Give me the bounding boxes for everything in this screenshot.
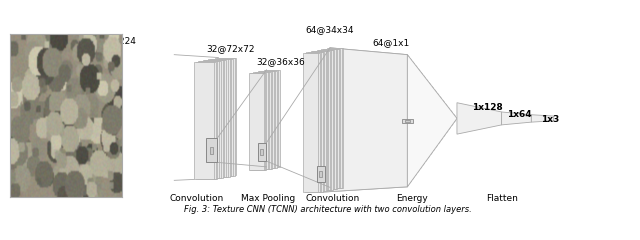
Polygon shape [318,50,333,190]
Polygon shape [319,50,335,189]
Polygon shape [199,61,219,179]
Bar [260,149,263,155]
Polygon shape [262,71,277,168]
Polygon shape [196,62,216,179]
Polygon shape [312,51,327,191]
Polygon shape [323,49,337,189]
Polygon shape [201,61,221,178]
Polygon shape [249,73,264,170]
Bar [206,138,217,162]
Polygon shape [321,49,336,189]
Text: 1x3: 1x3 [541,115,559,124]
Polygon shape [259,71,274,168]
Polygon shape [309,52,324,191]
Text: 3@224x224: 3@224x224 [83,36,136,45]
Polygon shape [264,70,278,168]
Polygon shape [305,53,319,192]
Bar [404,120,410,122]
Text: 32@72x72: 32@72x72 [207,44,255,53]
Text: Convolution: Convolution [170,193,224,203]
Bar [402,119,413,123]
Polygon shape [318,48,408,192]
Text: Fig. 3: Texture CNN (TCNN) architecture with two convolution layers.: Fig. 3: Texture CNN (TCNN) architecture … [184,204,472,214]
Polygon shape [310,51,326,191]
Polygon shape [252,72,266,170]
Polygon shape [327,48,342,188]
Polygon shape [206,60,226,177]
Bar [319,171,321,177]
Polygon shape [308,52,323,192]
Polygon shape [257,72,273,168]
Text: 64@34x34: 64@34x34 [306,25,354,34]
Text: Energy: Energy [396,193,428,203]
Polygon shape [531,115,554,122]
Polygon shape [211,59,231,176]
Polygon shape [203,60,223,178]
Polygon shape [253,72,268,169]
Polygon shape [256,72,271,169]
Polygon shape [217,58,237,175]
Polygon shape [250,73,265,170]
Polygon shape [324,49,339,188]
Bar [257,143,266,161]
Text: 64@1x1: 64@1x1 [372,38,410,47]
Polygon shape [205,60,225,177]
Polygon shape [314,51,328,190]
Polygon shape [194,62,214,180]
Polygon shape [306,52,321,192]
Polygon shape [260,71,275,168]
Polygon shape [457,103,502,134]
Polygon shape [317,50,332,190]
Text: Convolution: Convolution [306,193,360,203]
Polygon shape [215,58,235,175]
Polygon shape [208,60,228,177]
Polygon shape [315,51,330,190]
Polygon shape [198,61,218,179]
Text: Max Pooling: Max Pooling [241,193,296,203]
Polygon shape [213,59,233,176]
Bar [317,166,324,182]
Bar [210,147,213,154]
Polygon shape [265,70,280,167]
Polygon shape [408,55,457,187]
Text: Flatten: Flatten [486,193,518,203]
Polygon shape [328,48,344,188]
Text: 1x64: 1x64 [507,110,531,119]
Polygon shape [303,53,318,192]
Polygon shape [502,112,531,125]
Polygon shape [326,49,340,188]
Polygon shape [255,72,269,169]
Polygon shape [210,59,230,176]
Text: 1x128: 1x128 [472,103,502,112]
Text: 32@36x36: 32@36x36 [256,57,305,66]
